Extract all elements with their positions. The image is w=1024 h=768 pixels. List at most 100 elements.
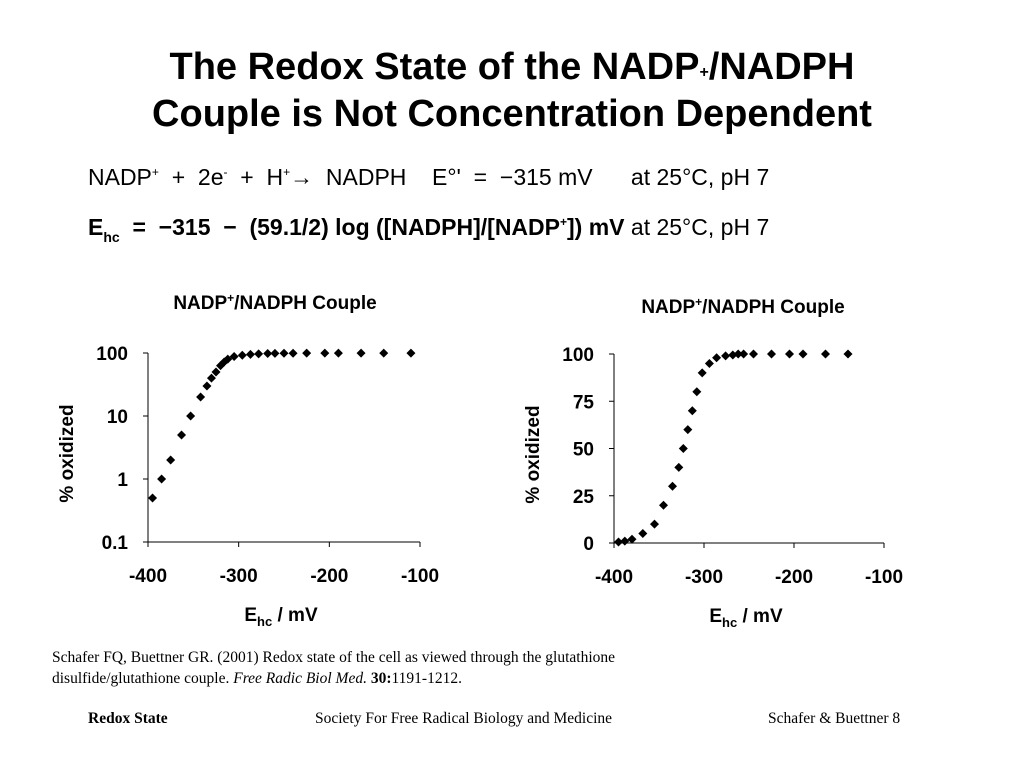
equation-superscript: + (283, 165, 291, 179)
data-point (638, 529, 648, 539)
y-tick-label: 100 (562, 345, 594, 366)
citation-pages: 1191-1212. (391, 670, 462, 687)
slide-title-line2: Couple is Not Concentration Dependent (152, 93, 872, 135)
x-axis-label-main: E (709, 606, 722, 627)
data-point (302, 348, 312, 358)
data-point (798, 349, 808, 359)
title-part: The Redox State of the NADP (169, 46, 700, 88)
citation-line: disulfide/glutathione couple. (52, 670, 234, 687)
equation-text: E (88, 214, 104, 240)
data-point (356, 348, 366, 358)
data-point (177, 430, 187, 440)
data-point (196, 392, 206, 402)
chart-title-part: /NADPH Couple (234, 293, 377, 314)
data-point (206, 373, 216, 383)
chart-log-scale: NADP+/NADPH Couple 0.1 1 10 100 -400 -300 -200 -… (57, 291, 439, 629)
data-point (270, 348, 280, 358)
y-tick-label: 100 (96, 344, 128, 365)
equation-text: NADP (88, 164, 152, 190)
data-point (674, 462, 684, 472)
x-axis-label-unit: / mV (272, 605, 318, 626)
data-point (749, 349, 758, 359)
data-point (650, 519, 659, 529)
title-superscript: + (699, 64, 709, 81)
x-tick-label: -200 (775, 567, 813, 588)
chart-title-part: NADP (641, 297, 695, 318)
data-point (245, 349, 255, 359)
citation: Schafer FQ, Buettner GR. (2001) Redox st… (52, 647, 615, 689)
x-tick-label: -400 (129, 566, 167, 587)
slide-title: The Redox State of the NADP+/NADPH Coupl… (0, 44, 1024, 138)
equation-superscript: + (560, 215, 568, 229)
data-point (614, 537, 623, 547)
equation-text: ]) mV (567, 214, 625, 240)
data-point (668, 481, 677, 491)
x-axis-label-subscript: hc (722, 615, 737, 630)
equation-text: at 25°C, pH 7 (624, 214, 770, 240)
data-point (279, 348, 289, 358)
data-point (620, 536, 630, 546)
data-point (186, 411, 196, 421)
data-point (785, 349, 794, 359)
data-point (683, 425, 693, 435)
x-tick-label: -300 (685, 567, 723, 588)
data-point (219, 357, 229, 367)
data-point (379, 348, 389, 358)
data-point (733, 349, 743, 359)
y-axis-label: % oxidized (57, 404, 78, 502)
y-tick-label: 1 (117, 470, 128, 491)
y-tick-label: 50 (573, 440, 594, 461)
x-tick-label: -400 (595, 567, 633, 588)
x-axis-label-main: E (244, 605, 257, 626)
equation-superscript: - (223, 165, 228, 179)
data-point (687, 406, 697, 416)
footer-society: Society For Free Radical Biology and Med… (315, 710, 613, 727)
redox-equation: NADP+ + 2e- + H+→ NADPH E°' = −315 mV at… (88, 164, 769, 191)
chart-linear-scale: NADP+/NADPH Couple 0 25 50 75 100 -400 -300 -200… (523, 295, 903, 630)
data-point (697, 368, 707, 378)
data-point (821, 349, 830, 359)
data-point (320, 348, 330, 358)
equation-text: + H (227, 164, 284, 190)
x-axis-label-subscript: hc (257, 614, 272, 629)
y-tick-label: 75 (573, 392, 595, 413)
data-point (148, 493, 158, 503)
chart-title-superscript: + (227, 291, 234, 305)
equation-superscript: + (151, 165, 159, 179)
data-point (254, 349, 264, 359)
x-tick-label: -100 (865, 567, 903, 588)
nernst-equation: Ehc = −315 − (59.1/2) log ([NADPH]/[NADP… (88, 214, 770, 245)
data-point (678, 444, 688, 453)
data-point (692, 387, 702, 397)
data-point (166, 455, 176, 465)
data-point (843, 349, 853, 359)
chart-title-part: /NADPH Couple (702, 297, 845, 318)
data-point (739, 349, 749, 359)
data-point (406, 348, 416, 358)
y-tick-label: 0 (583, 534, 594, 555)
data-point (202, 381, 212, 391)
y-tick-label: 25 (573, 487, 595, 508)
y-tick-label: 0.1 (102, 533, 129, 554)
data-point (211, 367, 221, 377)
x-tick-label: -300 (220, 566, 258, 587)
equation-text: → NADPH E°' = −315 mV at 25°C, pH 7 (290, 164, 770, 190)
y-tick-label: 10 (107, 407, 128, 428)
data-point (627, 534, 637, 544)
y-axis-label: % oxidized (523, 405, 544, 503)
data-point (704, 358, 714, 368)
data-point (263, 349, 273, 359)
equation-text: = −315 − (59.1/2) log ([NADPH]/[NADP (119, 214, 560, 240)
footer-topic: Redox State (88, 710, 168, 727)
equation-subscript: hc (103, 229, 120, 245)
data-point (721, 351, 731, 361)
x-axis-label-unit: / mV (737, 606, 783, 627)
chart-title-superscript: + (695, 295, 702, 309)
x-tick-label: -100 (401, 566, 439, 587)
citation-line: Schafer FQ, Buettner GR. (2001) Redox st… (52, 649, 616, 666)
slide-title-line1: The Redox State of the NADP+/NADPH (170, 46, 855, 88)
footer-author-page: Schafer & Buettner 8 (768, 710, 901, 727)
data-point (237, 350, 247, 360)
x-axis-label: Ehc / mV (709, 606, 783, 630)
data-point (659, 500, 668, 510)
